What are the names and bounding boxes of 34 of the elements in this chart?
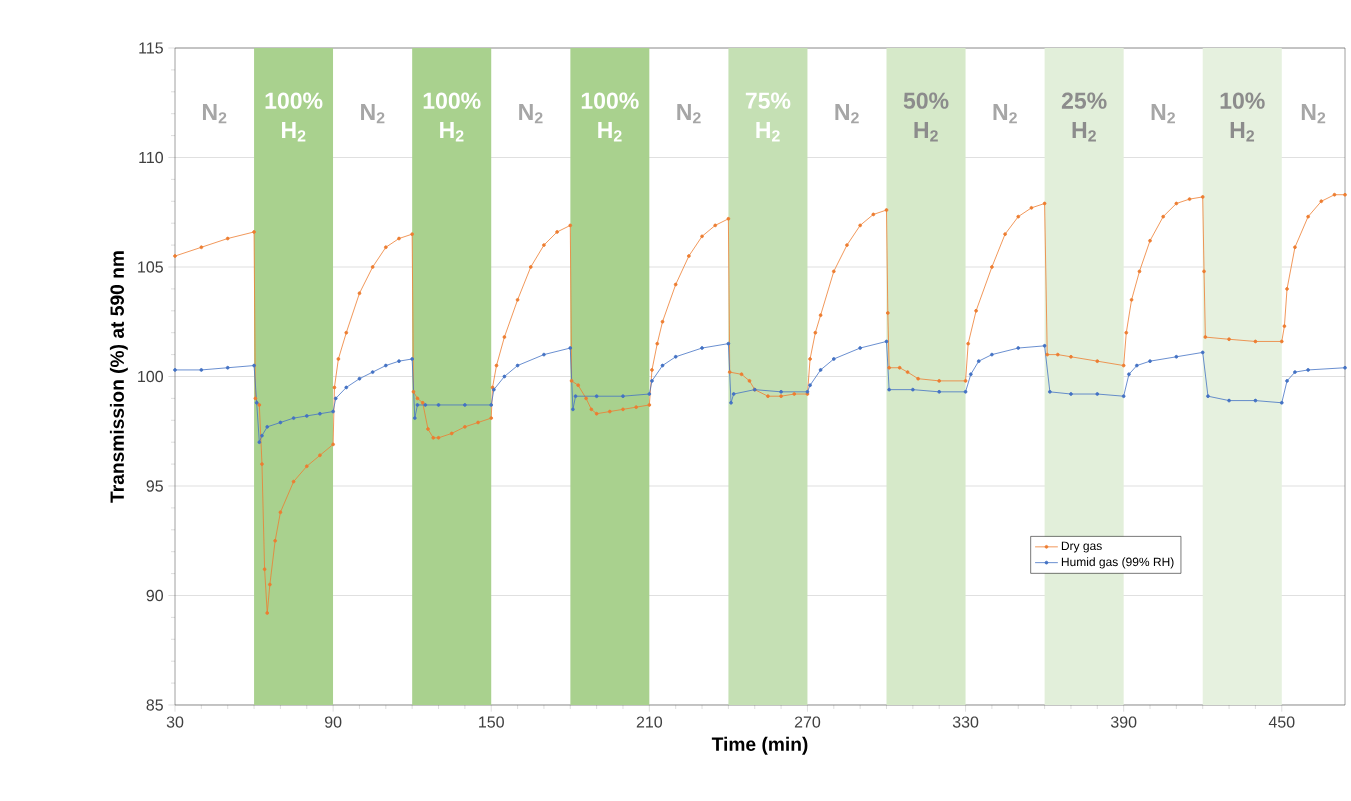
annotation: N$_{2}$ xyxy=(519,104,543,124)
x-tick-label: 330 xyxy=(952,716,979,728)
annotation: N$_{2}$ xyxy=(1151,104,1175,124)
annotation: N$_{2}$ xyxy=(677,104,701,124)
band-label: 75% H$_{2}$ xyxy=(745,92,791,142)
annotation: N$_{2}$ xyxy=(835,104,859,124)
y-tick-label: 85 xyxy=(146,699,163,711)
y-tick-label: 115 xyxy=(139,42,163,54)
annotation: N$_{2}$ xyxy=(202,104,227,124)
band-label: 50% H$_{2}$ xyxy=(903,92,949,142)
y-tick-label: 95 xyxy=(146,480,163,492)
y-tick-label: 105 xyxy=(138,261,163,273)
annotation: N$_{2}$ xyxy=(361,104,385,124)
band-label: 100% H$_{2}$ xyxy=(265,92,323,142)
y-axis-title: Transmission (%) at 590 nm xyxy=(109,251,128,503)
x-tick-label: 450 xyxy=(1268,716,1295,728)
legend-label: Humid gas (99% RH) xyxy=(1061,557,1174,569)
annotation: N$_{2}$ xyxy=(993,104,1017,124)
annotation: N$_{2}$ xyxy=(1301,104,1326,124)
x-tick-label: 210 xyxy=(636,716,663,728)
x-tick-label: 150 xyxy=(479,716,504,728)
band-label: 100% H$_{2}$ xyxy=(423,92,481,142)
y-tick-label: 90 xyxy=(146,589,164,602)
y-tick-label: 110 xyxy=(139,151,164,164)
x-tick-label: 390 xyxy=(1110,716,1137,728)
x-tick-label: 270 xyxy=(794,716,821,728)
legend-label: Dry gas xyxy=(1061,541,1102,553)
x-axis-title: Time (min) xyxy=(711,736,808,755)
x-tick-label: 30 xyxy=(166,716,184,728)
band-label: 100% H$_{2}$ xyxy=(581,92,639,142)
y-tick-label: 100 xyxy=(138,370,164,383)
x-tick-label: 90 xyxy=(324,716,342,728)
band-label: 25% H$_{2}$ xyxy=(1061,92,1107,142)
band-label: 10% H$_{2}$ xyxy=(1220,92,1265,142)
